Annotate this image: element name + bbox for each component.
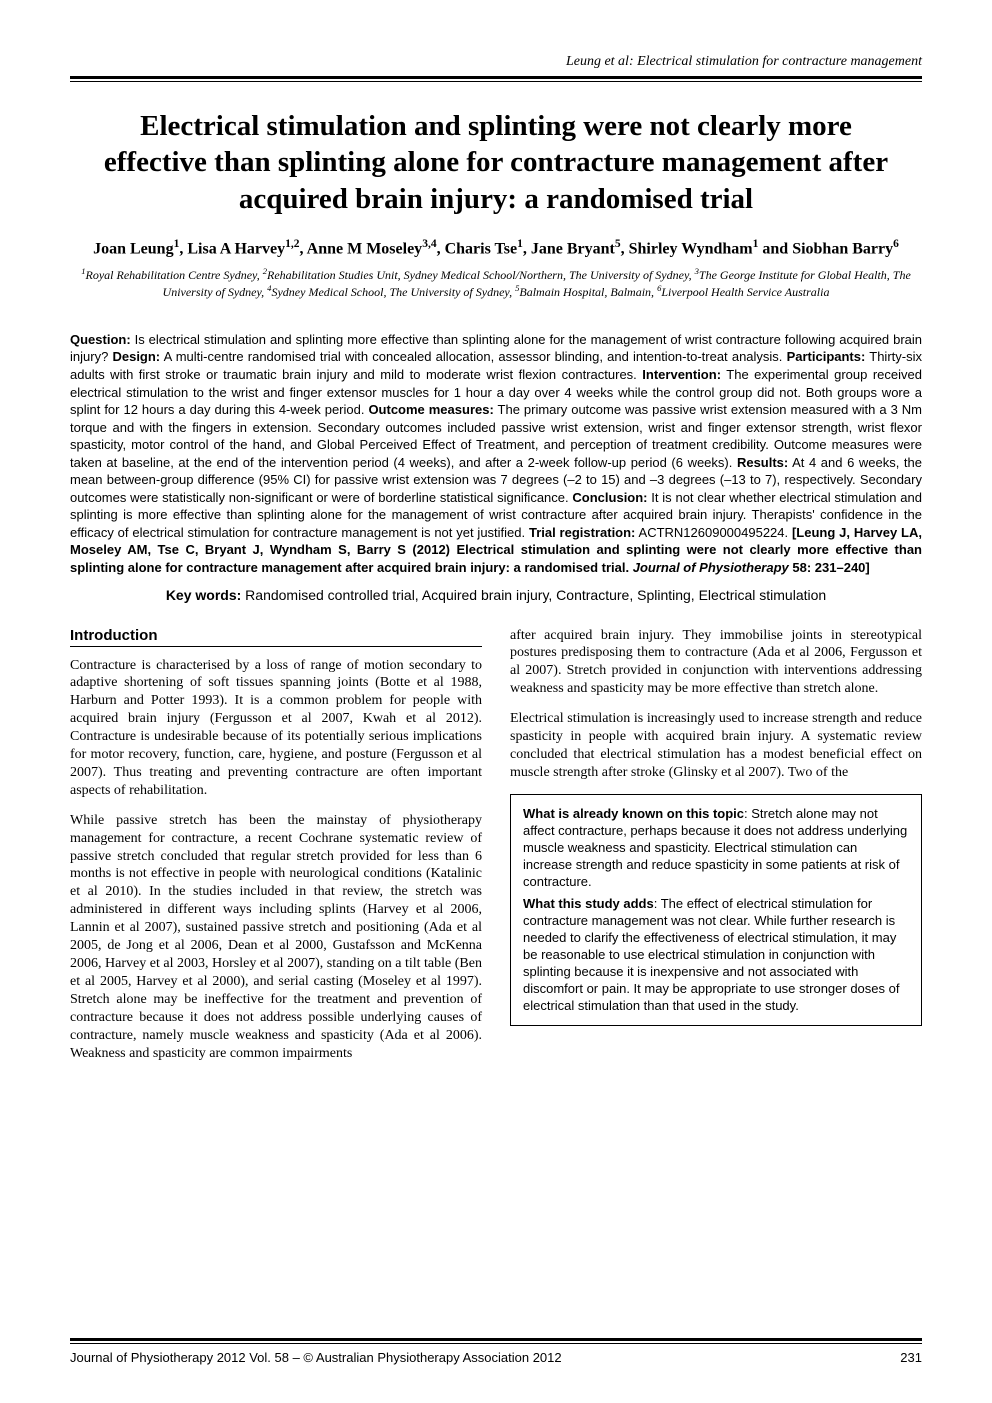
footer-rule-thick (70, 1338, 922, 1341)
abstract: Question: Is electrical stimulation and … (70, 331, 922, 577)
column-right: after acquired brain injury. They immobi… (510, 627, 922, 1075)
body-columns: Introduction Contracture is characterise… (70, 627, 922, 1075)
section-heading-introduction: Introduction (70, 627, 482, 647)
keywords-text: Randomised controlled trial, Acquired br… (241, 587, 826, 603)
right-paragraph-2: Electrical stimulation is increasingly u… (510, 710, 922, 782)
page-footer: Journal of Physiotherapy 2012 Vol. 58 – … (70, 1338, 922, 1365)
info-box-adds-label: What this study adds (523, 896, 654, 911)
affiliations: 1Royal Rehabilitation Centre Sydney, 2Re… (70, 266, 922, 301)
top-rule-thick (70, 76, 922, 79)
intro-paragraph-1: Contracture is characterised by a loss o… (70, 657, 482, 800)
article-title: Electrical stimulation and splinting wer… (100, 108, 892, 217)
footer-rule-thin (70, 1343, 922, 1344)
keywords-label: Key words: (166, 587, 241, 603)
right-paragraph-1: after acquired brain injury. They immobi… (510, 627, 922, 699)
running-head: Leung et al: Electrical stimulation for … (70, 54, 922, 70)
intro-paragraph-2: While passive stretch has been the mains… (70, 812, 482, 1063)
info-box-adds: What this study adds: The effect of elec… (523, 895, 909, 1015)
info-box-known: What is already known on this topic: Str… (523, 805, 909, 891)
info-box-adds-text: : The effect of electrical stimulation f… (523, 896, 899, 1014)
top-rule-thin (70, 81, 922, 82)
info-box: What is already known on this topic: Str… (510, 794, 922, 1026)
info-box-known-label: What is already known on this topic (523, 806, 744, 821)
footer-row: Journal of Physiotherapy 2012 Vol. 58 – … (70, 1350, 922, 1365)
keywords-line: Key words: Randomised controlled trial, … (70, 587, 922, 603)
column-left: Introduction Contracture is characterise… (70, 627, 482, 1075)
footer-journal: Journal of Physiotherapy 2012 Vol. 58 – … (70, 1350, 562, 1365)
footer-page-number: 231 (900, 1350, 922, 1365)
authors: Joan Leung1, Lisa A Harvey1,2, Anne M Mo… (80, 237, 912, 260)
